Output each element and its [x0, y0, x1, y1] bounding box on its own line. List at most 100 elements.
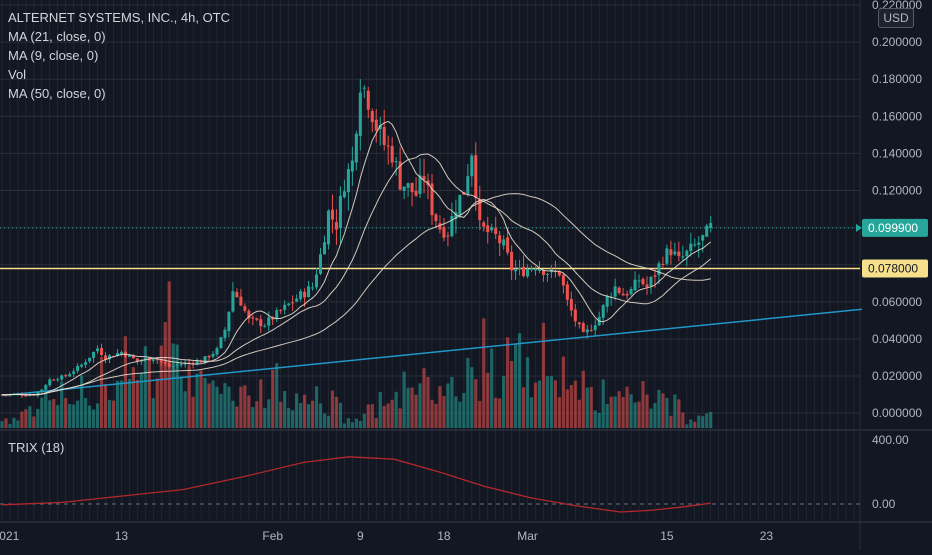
volume-bar — [685, 424, 689, 428]
volume-bar — [613, 396, 617, 428]
candle-body — [709, 222, 713, 228]
volume-bar — [378, 391, 382, 428]
candle-body — [522, 266, 526, 277]
symbol-title: ALTERNET SYSTEMS, INC., 4h, OTC — [8, 10, 231, 25]
candle-body — [151, 359, 155, 361]
x-tick-label: Mar — [517, 529, 538, 543]
candle-body — [362, 87, 366, 89]
candle-body — [434, 214, 438, 222]
candle-body — [438, 223, 442, 230]
candle-body — [267, 317, 271, 326]
volume-bar — [370, 404, 374, 428]
candle-body — [195, 360, 199, 365]
candle-body — [414, 190, 418, 196]
volume-bar — [502, 375, 506, 428]
volume-bar — [52, 399, 56, 428]
candle-body — [155, 359, 159, 361]
volume-bar — [159, 345, 163, 428]
trix-label[interactable]: TRIX (18) — [8, 440, 65, 455]
last-price-label: 0.099900 — [868, 221, 918, 235]
volume-bar — [115, 380, 120, 428]
volume-bar — [279, 401, 283, 428]
volume-bar — [653, 403, 657, 428]
volume-bar — [557, 397, 561, 428]
candle-body — [163, 362, 167, 364]
volume-bar — [665, 397, 669, 428]
volume-bar — [549, 376, 554, 428]
candle-body — [637, 280, 641, 282]
candle-body — [478, 199, 482, 221]
candle-body — [92, 351, 96, 358]
candle-body — [374, 119, 378, 131]
candle-body — [279, 310, 283, 312]
volume-bar — [155, 378, 159, 428]
volume-bar — [354, 418, 358, 428]
volume-bar — [259, 379, 263, 428]
volume-bar — [283, 391, 287, 428]
ma-9-line — [1, 120, 712, 396]
candle-body — [689, 243, 693, 252]
candle-body — [60, 375, 64, 380]
candle-body — [56, 379, 60, 381]
volume-bar — [139, 372, 143, 428]
volume-bar — [390, 399, 394, 428]
volume-bar — [454, 396, 458, 428]
candle-body — [303, 291, 307, 298]
indicator-vol[interactable]: Vol — [8, 67, 27, 82]
volume-bar — [629, 394, 633, 428]
candle-body — [518, 267, 522, 269]
volume-bar — [482, 318, 486, 428]
volume-bar — [577, 399, 581, 428]
candle-body — [573, 309, 577, 322]
volume-bar — [366, 404, 370, 428]
volume-bar — [32, 416, 36, 428]
volume-bar — [84, 398, 88, 428]
volume-bar — [573, 380, 577, 428]
volume-bar — [589, 387, 593, 428]
candle-body — [625, 294, 629, 296]
candle-body — [96, 348, 100, 352]
candle-body — [115, 353, 119, 356]
volume-bar — [414, 394, 418, 428]
volume-bar — [147, 359, 151, 428]
volume-bar — [545, 376, 550, 428]
volume-bar — [633, 402, 637, 428]
candle-body — [422, 176, 426, 180]
volume-bar — [227, 386, 231, 428]
candle-body — [390, 146, 394, 163]
volume-bar — [131, 367, 135, 428]
x-tick-label: 23 — [760, 529, 774, 543]
candle-body — [446, 235, 450, 237]
volume-bar — [521, 387, 526, 428]
volume-bar — [267, 399, 271, 428]
volume-bar — [151, 398, 155, 428]
volume-bar — [99, 356, 104, 428]
candle-body — [613, 286, 617, 297]
volume-bar — [167, 281, 171, 428]
volume-bar — [191, 396, 195, 428]
volume-bar — [338, 402, 343, 428]
candle-body — [569, 299, 573, 311]
candle-body — [235, 292, 239, 298]
candle-body — [299, 291, 303, 300]
indicator-ma21[interactable]: MA (21, close, 0) — [8, 29, 106, 44]
candle-body — [645, 284, 649, 287]
volume-bar — [585, 387, 589, 428]
candle-body — [673, 251, 677, 255]
volume-bar — [255, 401, 259, 428]
volume-bar — [701, 416, 705, 428]
volume-bar — [498, 398, 502, 428]
volume-bar — [263, 407, 267, 428]
volume-bar — [681, 412, 685, 428]
candle-body — [537, 269, 542, 271]
candle-body — [442, 227, 446, 238]
currency-button[interactable]: USD — [878, 8, 914, 28]
candle-body — [410, 182, 414, 193]
last-price-label-bg — [862, 218, 928, 237]
candle-body — [322, 242, 327, 255]
volume-bar — [350, 422, 354, 428]
indicator-ma9[interactable]: MA (9, close, 0) — [8, 48, 99, 63]
volume-bar — [318, 403, 323, 428]
volume-bar — [310, 400, 315, 428]
indicator-ma50[interactable]: MA (50, close, 0) — [8, 86, 106, 101]
